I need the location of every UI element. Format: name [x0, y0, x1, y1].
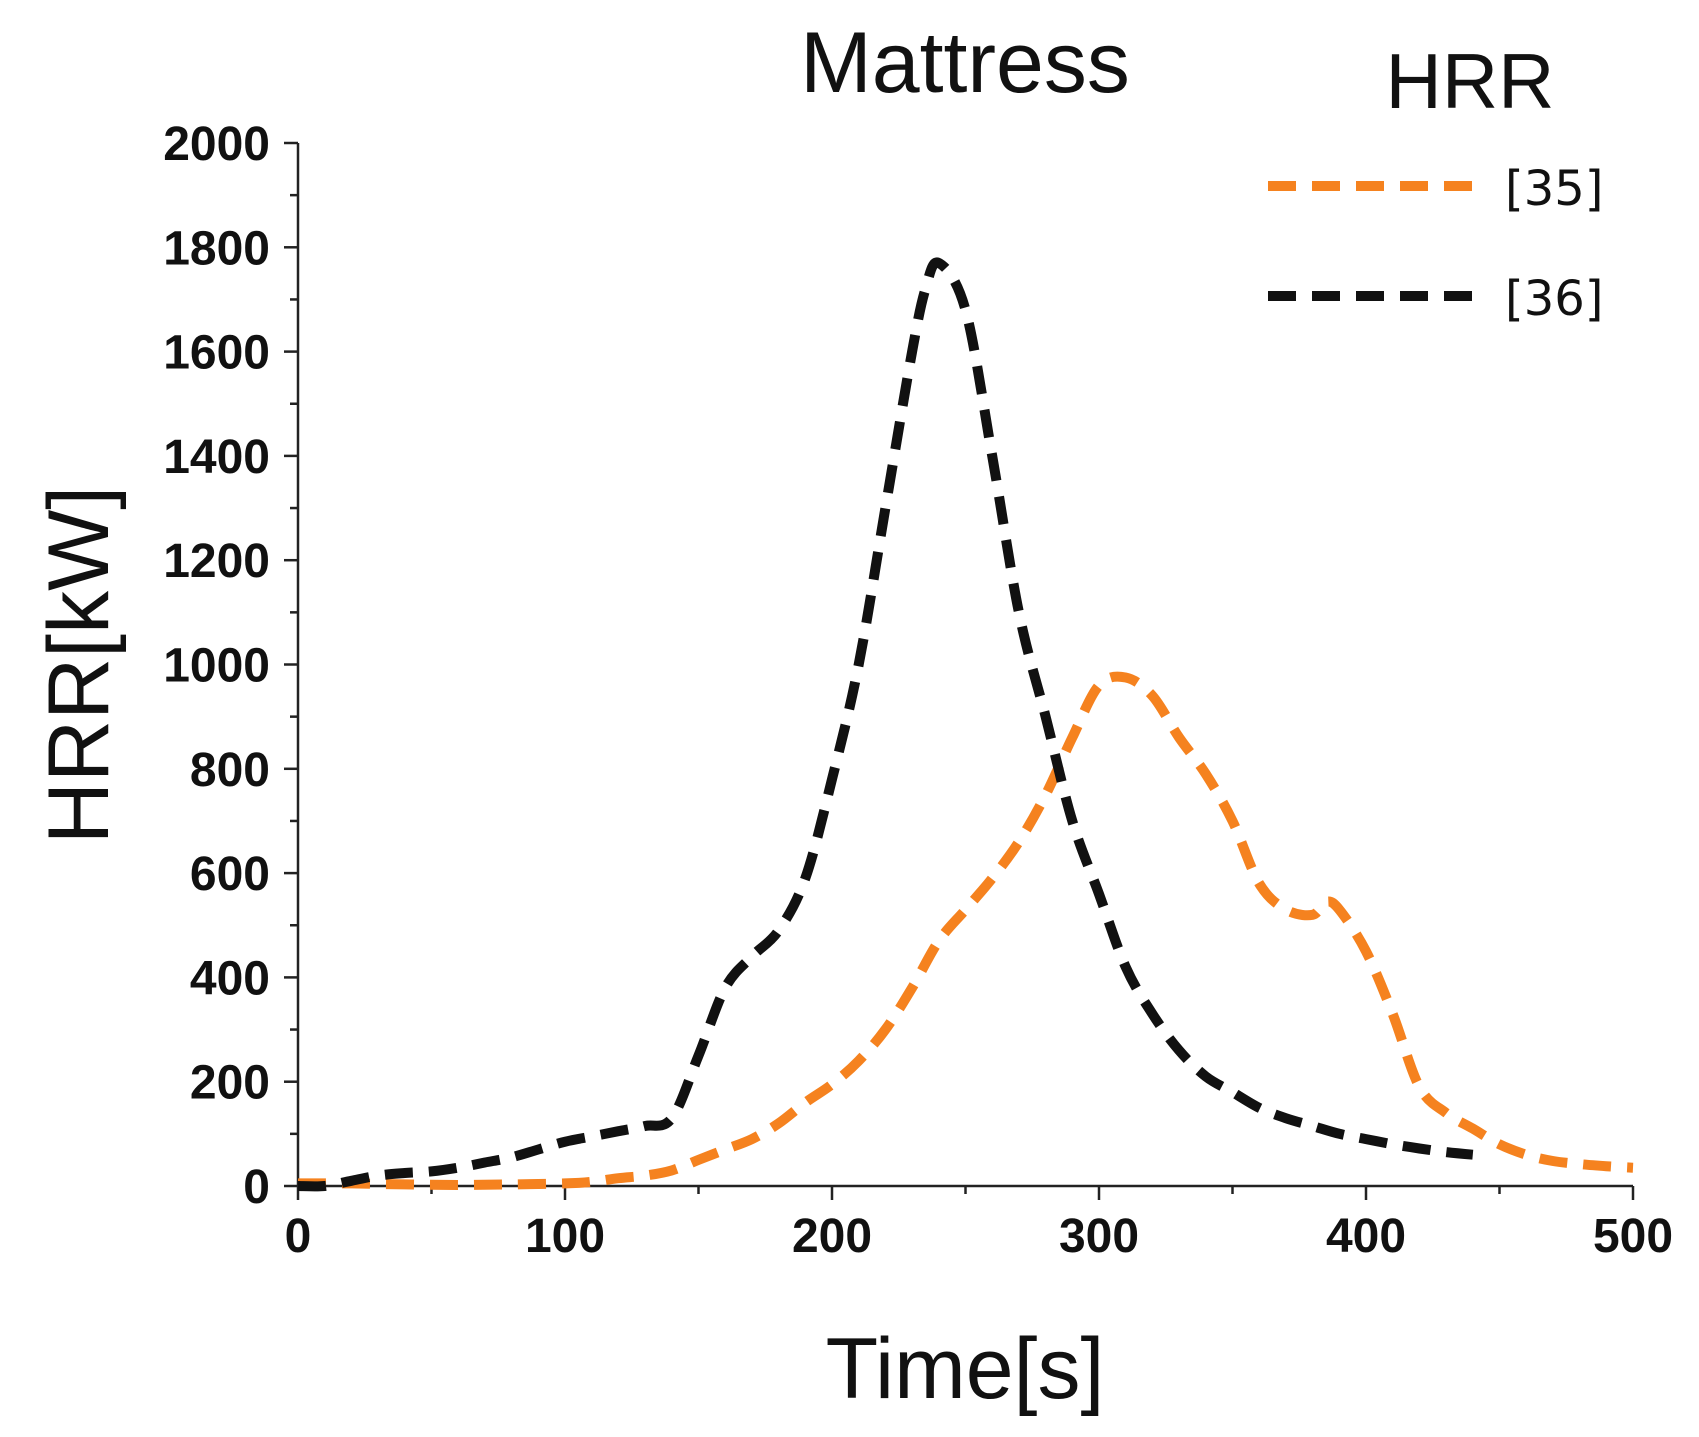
y-tick-label: 400 [190, 952, 270, 1005]
x-tick-label: 0 [285, 1210, 312, 1263]
legend: HRR [35] [36] [1268, 37, 1604, 327]
y-tick-label: 1000 [163, 640, 270, 693]
y-tick-label: 200 [190, 1057, 270, 1110]
y-tick-label: 0 [243, 1161, 270, 1214]
y-tick-label: 800 [190, 744, 270, 797]
series-line-35 [297, 671, 1634, 1190]
x-tick-label: 300 [1059, 1210, 1139, 1263]
series-line-36 [297, 257, 1474, 1192]
y-axis-ticks: 0 200 400 600 800 1000 1200 1400 1600 1800 2000 [163, 118, 298, 1214]
legend-label-36: [36] [1505, 271, 1604, 327]
y-tick-label: 1800 [163, 222, 270, 275]
x-axis-ticks: 0 100 200 300 400 500 [285, 1186, 1673, 1263]
y-tick-label: 1400 [163, 431, 270, 484]
x-tick-label: 200 [792, 1210, 872, 1263]
legend-title: HRR [1386, 37, 1555, 125]
series-layer [297, 257, 1634, 1192]
x-axis-label: Time[s] [826, 1321, 1105, 1417]
y-tick-label: 1200 [163, 535, 270, 588]
y-tick-label: 600 [190, 848, 270, 901]
y-tick-label: 2000 [163, 118, 270, 171]
chart-title: Mattress [800, 15, 1130, 111]
x-tick-label: 500 [1593, 1210, 1673, 1263]
y-tick-label: 1600 [163, 327, 270, 380]
x-tick-label: 400 [1326, 1210, 1406, 1263]
legend-label-35: [35] [1505, 161, 1604, 217]
x-tick-label: 100 [525, 1210, 605, 1263]
y-axis-label: HRR[kW] [31, 486, 127, 844]
